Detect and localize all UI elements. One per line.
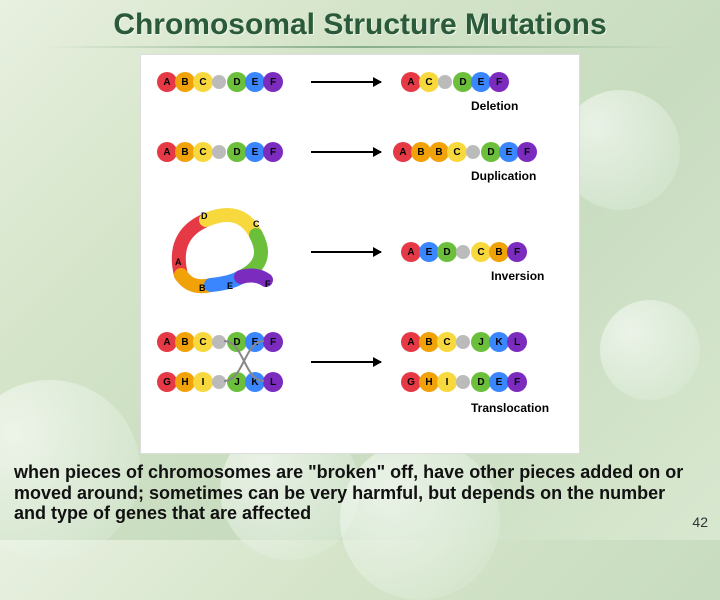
gene-segment: A xyxy=(157,332,177,352)
gene-segment: A xyxy=(157,72,177,92)
gene-segment: B xyxy=(419,332,439,352)
svg-text:B: B xyxy=(199,283,206,293)
mutation-label: Deletion xyxy=(471,99,518,113)
arrow-icon xyxy=(311,251,381,253)
gene-segment: K xyxy=(489,332,509,352)
inversion-after: AEDCBF xyxy=(401,241,525,263)
gene-segment: E xyxy=(245,72,265,92)
gene-segment: B xyxy=(411,142,431,162)
mutation-diagram: ABCDEF ACDEF Deletion ABCDEF ABBCDEF Dup… xyxy=(140,54,580,454)
gene-segment: L xyxy=(507,332,527,352)
gene-segment: F xyxy=(507,242,527,262)
gene-segment: F xyxy=(489,72,509,92)
svg-text:C: C xyxy=(253,219,260,229)
arrow-icon xyxy=(311,361,381,363)
gene-segment: C xyxy=(437,332,457,352)
gene-segment: F xyxy=(263,72,283,92)
gene-segment: B xyxy=(429,142,449,162)
svg-text:E: E xyxy=(227,281,233,291)
gene-segment: J xyxy=(471,332,491,352)
arrow-icon xyxy=(311,151,381,153)
gene-segment: I xyxy=(193,372,213,392)
gene-segment: I xyxy=(437,372,457,392)
gene-segment: C xyxy=(193,72,213,92)
gene-segment: D xyxy=(453,72,473,92)
gene-segment: F xyxy=(263,142,283,162)
gene-segment: D xyxy=(227,72,247,92)
gene-segment: H xyxy=(419,372,439,392)
gene-segment: E xyxy=(499,142,519,162)
gene-segment: C xyxy=(193,332,213,352)
centromere-icon xyxy=(438,75,452,89)
centromere-icon xyxy=(456,335,470,349)
svg-text:A: A xyxy=(175,257,182,267)
centromere-icon xyxy=(212,145,226,159)
gene-segment: A xyxy=(401,332,421,352)
page-number: 42 xyxy=(692,514,708,530)
gene-segment: E xyxy=(419,242,439,262)
gene-segment: F xyxy=(507,372,527,392)
cross-icon xyxy=(219,331,269,393)
gene-segment: A xyxy=(401,72,421,92)
gene-segment: B xyxy=(175,332,195,352)
centromere-icon xyxy=(466,145,480,159)
page-title: Chromosomal Structure Mutations xyxy=(0,8,720,42)
gene-segment: B xyxy=(489,242,509,262)
gene-segment: A xyxy=(393,142,413,162)
centromere-icon xyxy=(456,375,470,389)
centromere-icon xyxy=(456,245,470,259)
gene-segment: B xyxy=(175,142,195,162)
deletion-after: ACDEF xyxy=(401,71,507,93)
title-underline xyxy=(40,46,680,48)
gene-segment: D xyxy=(471,372,491,392)
gene-segment: D xyxy=(481,142,501,162)
inversion-loop-icon: A D C B E F xyxy=(161,205,281,295)
gene-segment: E xyxy=(471,72,491,92)
gene-segment: E xyxy=(245,142,265,162)
mutation-label: Duplication xyxy=(471,169,536,183)
gene-segment: H xyxy=(175,372,195,392)
translocation-after-2: GHIDEF xyxy=(401,371,525,393)
svg-text:D: D xyxy=(201,211,208,221)
caption-text: when pieces of chromosomes are "broken" … xyxy=(14,462,694,524)
gene-segment: E xyxy=(489,372,509,392)
duplication-after: ABBCDEF xyxy=(393,141,535,163)
gene-segment: C xyxy=(447,142,467,162)
gene-segment: G xyxy=(157,372,177,392)
duplication-before: ABCDEF xyxy=(157,141,281,163)
gene-segment: B xyxy=(175,72,195,92)
gene-segment: A xyxy=(401,242,421,262)
gene-segment: A xyxy=(157,142,177,162)
gene-segment: D xyxy=(227,142,247,162)
deletion-before: ABCDEF xyxy=(157,71,281,93)
mutation-label: Translocation xyxy=(471,401,549,415)
arrow-icon xyxy=(311,81,381,83)
gene-segment: G xyxy=(401,372,421,392)
gene-segment: C xyxy=(193,142,213,162)
translocation-after-1: ABCJKL xyxy=(401,331,525,353)
centromere-icon xyxy=(212,75,226,89)
mutation-label: Inversion xyxy=(491,269,544,283)
gene-segment: C xyxy=(471,242,491,262)
gene-segment: C xyxy=(419,72,439,92)
svg-text:F: F xyxy=(265,279,271,289)
gene-segment: D xyxy=(437,242,457,262)
gene-segment: F xyxy=(517,142,537,162)
